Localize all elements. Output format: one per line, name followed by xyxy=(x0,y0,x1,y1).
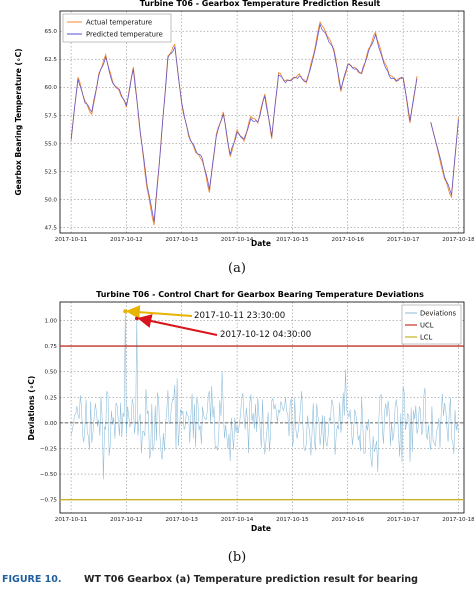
chart-b-ticks: 2017-10-11 2017-10-12 2017-10-13 2017-10-14… xyxy=(40,318,474,523)
chart-b-ytick-label: −0.75 xyxy=(40,498,58,504)
chart-a-xtick-label: 2017-10-16 xyxy=(332,237,365,243)
chart-b-xtick-label: 2017-10-12 xyxy=(110,517,143,523)
chart-b-ytick-label: 0.25 xyxy=(45,395,58,401)
chart-a-xtick-label: 2017-10-17 xyxy=(387,237,420,243)
annotation-arrow-1 xyxy=(125,305,193,320)
annotation-label-2: 2017-10-12 04:30:00 xyxy=(220,330,311,340)
chart-a-ytick-label: 65.0 xyxy=(45,29,58,35)
chart-a-xtick-label: 2017-10-14 xyxy=(221,237,254,243)
caption-prefix: FIGURE 10. xyxy=(2,574,61,585)
chart-b-xtick-label: 2017-10-17 xyxy=(387,517,420,523)
chart-a-xtick-label: 2017-10-15 xyxy=(276,237,309,243)
chart-b-ytick-label: −0.25 xyxy=(40,446,58,452)
chart-a-ytick-label: 47.5 xyxy=(45,225,58,231)
chart-a-title: Turbine T06 - Gearbox Temperature Predic… xyxy=(140,0,381,8)
chart-b-xtick-label: 2017-10-16 xyxy=(332,517,365,523)
chart-a-plot-frame xyxy=(59,10,465,234)
actual-temperature-line xyxy=(70,20,418,226)
deviations-line xyxy=(70,311,459,480)
chart-b-xtick-label: 2017-10-11 xyxy=(55,517,88,523)
chart-b-xtick-label: 2017-10-13 xyxy=(165,517,198,523)
chart-b-ytick-label: 0.00 xyxy=(45,421,58,427)
chart-a-ytick-label: 60.0 xyxy=(45,85,58,91)
chart-a-ytick-label: 55.0 xyxy=(45,141,58,147)
caption-text: WT T06 Gearbox (a) Temperature predictio… xyxy=(84,574,418,585)
legend-deviations: Deviations xyxy=(420,310,457,318)
chart-b-ylabel: Deviations (∘C) xyxy=(27,376,36,441)
chart-a-xtick-label: 2017-10-11 xyxy=(55,237,88,243)
figure-caption: FIGURE 10. WT T06 Gearbox (a) Temperatur… xyxy=(2,574,418,585)
annotation-arrow-2 xyxy=(137,314,218,336)
chart-b-title: Turbine T06 - Control Chart for Gearbox … xyxy=(96,290,424,299)
chart-a-xlabel: Date xyxy=(251,239,271,248)
chart-a-ylabel: Gearbox Bearing Temperature (∘C) xyxy=(14,48,23,195)
legend-predicted-temperature: Predicted temperature xyxy=(86,31,163,39)
predicted-temperature-line xyxy=(70,23,418,222)
chart-a-gridlines xyxy=(60,11,464,233)
legend-ucl: UCL xyxy=(420,322,434,330)
chart-b-xtick-label: 2017-10-14 xyxy=(221,517,254,523)
chart-b-ytick-label: 1.00 xyxy=(45,318,58,324)
annotation-point-2 xyxy=(134,316,139,321)
legend-actual-temperature: Actual temperature xyxy=(86,19,152,27)
sublabel-b: (b) xyxy=(228,550,246,565)
chart-b-plot-frame xyxy=(59,301,465,514)
chart-b-ytick-label: −0.50 xyxy=(40,472,58,478)
legend-lcl: LCL xyxy=(420,334,433,342)
chart-b-xtick-label: 2017-10-15 xyxy=(276,517,309,523)
chart-a-ytick-label: 62.5 xyxy=(45,57,58,63)
chart-a-legend-box xyxy=(62,13,172,43)
chart-a-ticks: 2017-10-11 2017-10-12 2017-10-13 2017-10-14… xyxy=(45,29,474,243)
annotation-point-1 xyxy=(123,309,128,314)
chart-a-ytick-label: 57.5 xyxy=(45,113,58,119)
actual-temperature-line xyxy=(430,117,459,199)
annotation-label-1: 2017-10-11 23:30:00 xyxy=(194,311,285,321)
chart-b-xlabel: Date xyxy=(251,524,271,533)
sublabel-a: (a) xyxy=(228,261,246,276)
chart-b-ytick-label: 0.75 xyxy=(45,344,58,350)
chart-a-ytick-label: 52.5 xyxy=(45,169,58,175)
chart-a-ytick-label: 50.0 xyxy=(45,197,58,203)
chart-b-series xyxy=(60,311,464,501)
chart-a-series xyxy=(70,20,459,226)
chart-a-xtick-label: 2017-10-12 xyxy=(110,237,143,243)
chart-b-legend: Deviations UCL LCL xyxy=(401,304,462,345)
chart-b: Turbine T06 - Control Chart for Gearbox … xyxy=(27,290,474,533)
chart-b-ytick-label: 0.50 xyxy=(45,370,58,376)
chart-b-annotations: 2017-10-11 23:30:00 2017-10-12 04:30:00 xyxy=(123,305,311,340)
chart-a: Turbine T06 - Gearbox Temperature Predic… xyxy=(14,0,474,248)
chart-a-xtick-label: 2017-10-18 xyxy=(442,237,474,243)
chart-a-xtick-label: 2017-10-13 xyxy=(165,237,198,243)
predicted-temperature-line xyxy=(430,119,459,196)
chart-a-legend: Actual temperature Predicted temperature xyxy=(62,13,172,43)
chart-b-xtick-label: 2017-10-18 xyxy=(442,517,474,523)
